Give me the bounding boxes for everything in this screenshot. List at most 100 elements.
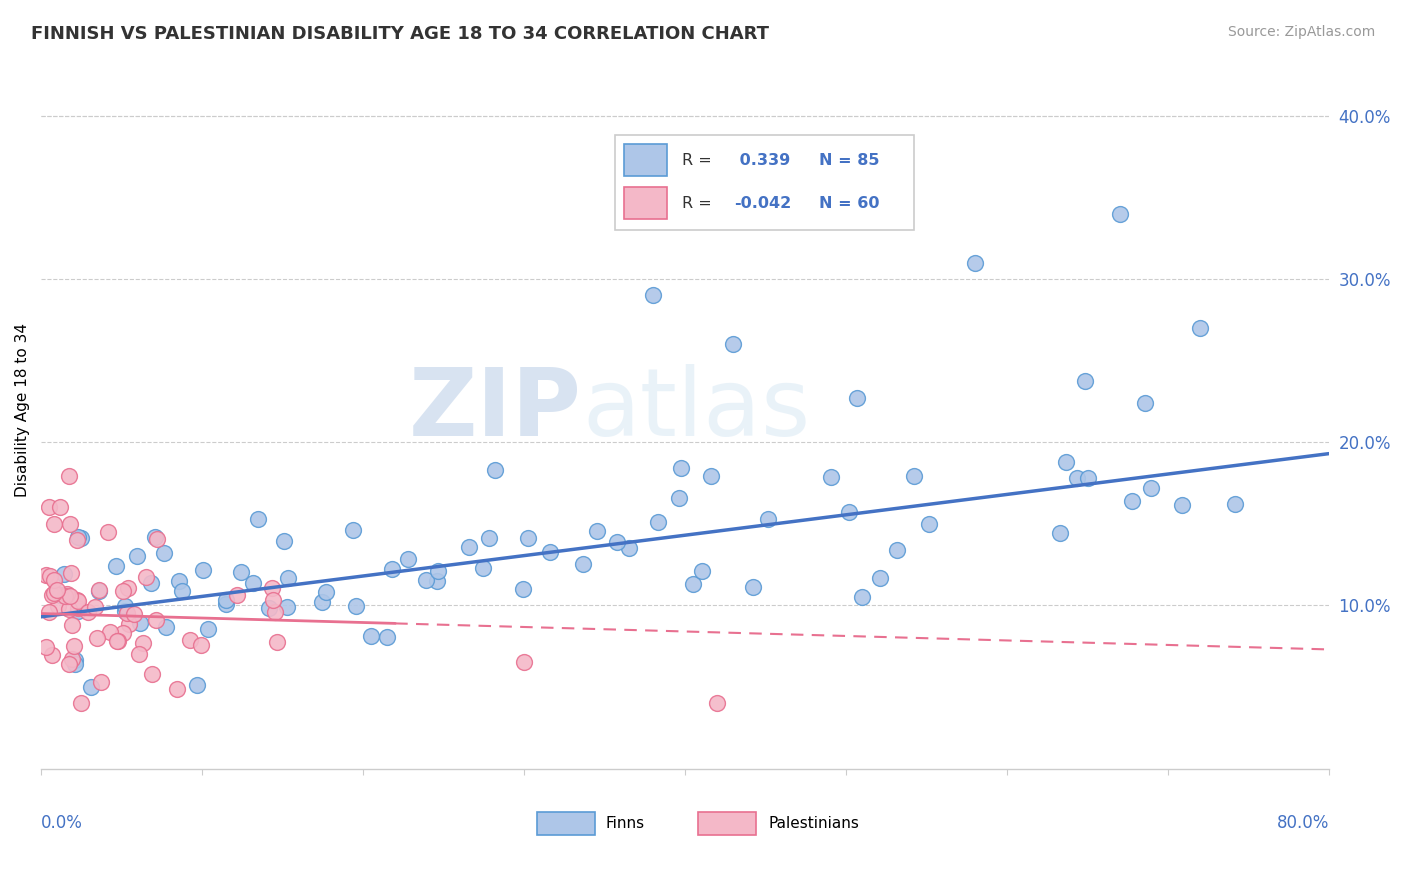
Point xyxy=(264,605,287,619)
Text: 80.0%: 80.0% xyxy=(1277,814,1329,832)
Point xyxy=(132,636,155,650)
Point xyxy=(1108,207,1130,221)
FancyBboxPatch shape xyxy=(537,813,595,835)
Point xyxy=(242,575,264,590)
Point xyxy=(118,616,141,631)
Point xyxy=(512,582,534,596)
Point xyxy=(571,557,593,571)
Point xyxy=(139,576,162,591)
Point xyxy=(276,599,298,614)
Point xyxy=(963,256,986,270)
Point xyxy=(115,606,138,620)
Point xyxy=(1223,497,1246,511)
Text: R =: R = xyxy=(682,196,711,211)
Point xyxy=(918,516,941,531)
Point xyxy=(114,604,136,618)
Point xyxy=(77,605,100,619)
Point xyxy=(66,594,89,608)
Point xyxy=(706,696,728,710)
Point xyxy=(246,511,269,525)
Point xyxy=(70,696,93,710)
Point xyxy=(903,469,925,483)
Bar xyxy=(624,145,666,176)
Point xyxy=(35,567,58,582)
Point xyxy=(98,624,121,639)
Point xyxy=(125,549,148,563)
Point xyxy=(52,566,75,581)
Point xyxy=(65,533,87,548)
Text: Source: ZipAtlas.com: Source: ZipAtlas.com xyxy=(1227,25,1375,39)
Point xyxy=(112,583,135,598)
Point xyxy=(1073,374,1095,388)
Point xyxy=(38,605,60,619)
Point xyxy=(197,622,219,636)
Point xyxy=(700,469,723,483)
Point xyxy=(886,543,908,558)
Point xyxy=(1139,481,1161,495)
Point xyxy=(60,652,83,666)
Point xyxy=(682,577,704,591)
Point xyxy=(111,625,134,640)
Text: FINNISH VS PALESTINIAN DISABILITY AGE 18 TO 34 CORRELATION CHART: FINNISH VS PALESTINIAN DISABILITY AGE 18… xyxy=(31,25,769,43)
Point xyxy=(1171,498,1194,512)
Point xyxy=(381,562,404,576)
Point xyxy=(517,531,540,545)
Point xyxy=(84,599,107,614)
Point xyxy=(70,531,93,545)
Point xyxy=(166,681,188,696)
Point xyxy=(38,500,60,515)
Point xyxy=(1077,471,1099,485)
Point xyxy=(58,657,80,671)
Point xyxy=(143,530,166,544)
Point xyxy=(415,574,437,588)
Point xyxy=(128,647,150,661)
Point xyxy=(1121,494,1143,508)
Point xyxy=(426,574,449,589)
Point xyxy=(46,583,69,598)
Point xyxy=(41,588,63,602)
Text: N = 85: N = 85 xyxy=(820,153,880,168)
Point xyxy=(60,618,83,632)
Point xyxy=(114,599,136,614)
Point xyxy=(229,565,252,579)
Point xyxy=(671,461,693,475)
Bar xyxy=(624,187,666,219)
Text: N = 60: N = 60 xyxy=(820,196,880,211)
Point xyxy=(266,635,288,649)
Point xyxy=(38,569,60,583)
Point xyxy=(141,666,163,681)
Point xyxy=(360,629,382,643)
Point xyxy=(63,657,86,671)
Point xyxy=(1054,455,1077,469)
Point xyxy=(107,633,129,648)
Point xyxy=(215,593,238,607)
Point xyxy=(41,648,63,662)
Point xyxy=(80,680,103,694)
Point xyxy=(49,500,72,515)
Point xyxy=(1049,525,1071,540)
Text: ZIP: ZIP xyxy=(409,364,582,456)
Point xyxy=(122,607,145,621)
Point xyxy=(186,677,208,691)
Text: R =: R = xyxy=(682,153,711,168)
Point xyxy=(97,524,120,539)
Text: atlas: atlas xyxy=(582,364,810,456)
Point xyxy=(641,288,664,302)
Point xyxy=(53,589,76,603)
Point xyxy=(87,583,110,598)
Point xyxy=(62,639,84,653)
Point xyxy=(135,569,157,583)
Point xyxy=(86,631,108,645)
Point xyxy=(66,601,89,615)
Point xyxy=(315,585,337,599)
Point xyxy=(277,571,299,585)
Point xyxy=(90,674,112,689)
Point xyxy=(342,523,364,537)
Point xyxy=(1066,471,1088,485)
Point xyxy=(471,561,494,575)
Point xyxy=(89,584,111,599)
Point xyxy=(273,533,295,548)
Point xyxy=(1188,321,1211,335)
Point xyxy=(155,620,177,634)
Point xyxy=(820,470,842,484)
